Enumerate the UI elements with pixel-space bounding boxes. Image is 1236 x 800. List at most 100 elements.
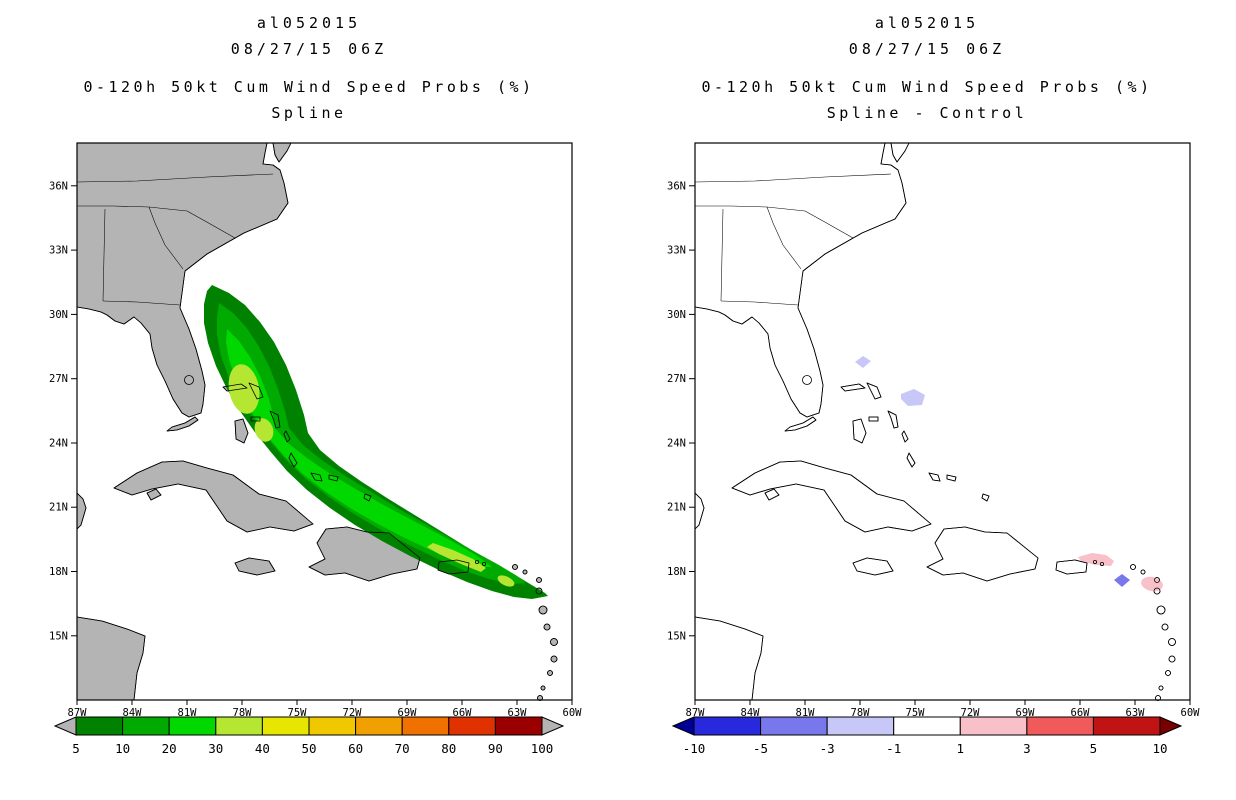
right-colorbar-area: -10 -5 -3 -1 1 3 5 10 <box>671 714 1183 758</box>
pos-1to3-patch-puerto-rico <box>1078 553 1114 566</box>
colorbar-label: -5 <box>753 741 768 756</box>
lon-tick-label: 84W <box>123 707 143 719</box>
colorbar-label: 80 <box>441 741 456 756</box>
map-frame <box>76 142 573 701</box>
coastline-layer <box>76 142 558 701</box>
lon-tick-label: 78W <box>851 707 871 719</box>
lat-tick-label: 27N <box>667 373 686 385</box>
colorbar-label: -3 <box>820 741 835 756</box>
lat-tick-label: 24N <box>667 438 686 450</box>
contour-30pct-puerto-rico-streak <box>427 543 486 572</box>
pos-1to3-patch-antigua <box>1141 576 1163 592</box>
colorbar-label: 10 <box>115 741 130 756</box>
lat-tick-label: 36N <box>49 180 68 192</box>
colorbar-label: 90 <box>488 741 503 756</box>
neg-1to3-patch-central-bahamas <box>901 389 925 406</box>
right-map-area: 87W 84W 81W 78W 75W 72W 69W 66W 63W 60W 36N 33N 30N 2… <box>649 137 1205 721</box>
colorbar-below-range-arrow <box>53 716 77 736</box>
lat-tick-label: 21N <box>667 502 686 514</box>
lat-tick-label: 21N <box>49 502 68 514</box>
lon-tick-label: 72W <box>343 707 363 719</box>
colorbar-box <box>215 716 263 736</box>
map-frame <box>694 142 1191 701</box>
neg-3to5-patch-leewards <box>1114 574 1130 587</box>
colorbar-label: 60 <box>348 741 363 756</box>
lon-tick-label: 60W <box>563 707 583 719</box>
lat-tick-label: 24N <box>49 438 68 450</box>
land-layer <box>76 142 558 701</box>
lat-tick-label: 33N <box>49 245 68 257</box>
colorbar-box <box>1026 716 1094 736</box>
colorbar-above-range-arrow <box>541 716 565 736</box>
lon-tick-label: 63W <box>508 707 528 719</box>
tick-label-layer: 87W 84W 81W 78W 75W 72W 69W 66W 63W 60W 36N 33N 30N 2… <box>49 180 582 719</box>
colorbar-box <box>122 716 170 736</box>
lon-tick-label: 87W <box>68 707 88 719</box>
lon-tick-label: 84W <box>741 707 761 719</box>
lon-tick-label: 69W <box>1016 707 1036 719</box>
run-datetime: 08/27/15 06Z <box>848 40 1006 58</box>
chart-title: 0-120h 50kt Cum Wind Speed Probs (%) <box>701 78 1153 96</box>
lat-tick-label: 36N <box>667 180 686 192</box>
colorbar-box <box>401 716 450 736</box>
colorbar-label: 3 <box>1023 741 1031 756</box>
colorbar-box <box>494 716 543 736</box>
chart-subtitle: Spline - Control <box>826 104 1028 122</box>
lat-tick-label: 30N <box>667 309 686 321</box>
colorbar-label: 40 <box>255 741 270 756</box>
colorbar-label: -10 <box>683 741 706 756</box>
lon-tick-label: 66W <box>1071 707 1091 719</box>
colorbar-label: 10 <box>1152 741 1167 756</box>
contour-30pct-bahamas <box>228 364 260 414</box>
lon-tick-label: 81W <box>796 707 816 719</box>
colorbar-label: 100 <box>531 741 554 756</box>
colorbar-box <box>760 716 828 736</box>
colorbar-box <box>1092 716 1161 736</box>
lon-tick-label: 63W <box>1126 707 1146 719</box>
difference-map: 87W 84W 81W 78W 75W 72W 69W 66W 63W 60W 36N 33N 30N 2… <box>667 142 1201 719</box>
lon-tick-label: 72W <box>961 707 981 719</box>
left-map-area: 87W 84W 81W 78W 75W 72W 69W 66W 63W 60W 36N 33N 30N 2… <box>31 137 587 721</box>
lon-tick-label: 81W <box>178 707 198 719</box>
colorbar-box <box>693 716 762 736</box>
neg-1to3-patch-nw-bahamas <box>855 356 871 368</box>
lake-okeechobee <box>184 375 194 385</box>
lat-tick-label: 18N <box>667 566 686 578</box>
contour-30pct-leewards <box>497 575 515 587</box>
colorbar-box <box>448 716 496 736</box>
colorbar-label: 5 <box>1090 741 1098 756</box>
contour-20pct <box>226 329 492 567</box>
lat-tick-label: 33N <box>667 245 686 257</box>
lake-okeechobee <box>802 375 812 385</box>
chart-subtitle: Spline <box>271 104 347 122</box>
colorbar-box <box>75 716 124 736</box>
colorbar-box <box>355 716 403 736</box>
probability-colorbar: 5 10 20 30 40 50 60 70 80 90 100 <box>53 716 565 756</box>
right-chart-panel: al052015 08/27/15 06Z 0-120h 50kt Cum Wi… <box>618 0 1236 800</box>
colorbar-label: 1 <box>957 741 965 756</box>
land-layer <box>694 142 1176 701</box>
colorbar-label: 70 <box>395 741 410 756</box>
lon-tick-label: 60W <box>1181 707 1201 719</box>
colorbar-above-range-arrow <box>1159 716 1183 736</box>
shaded-field-layer <box>204 285 548 599</box>
lon-tick-label: 75W <box>288 707 308 719</box>
lon-tick-label: 78W <box>233 707 253 719</box>
contour-30pct-bahamas-south <box>254 418 274 442</box>
colorbar-box <box>959 716 1028 736</box>
left-title-block: al052015 08/27/15 06Z 0-120h 50kt Cum Wi… <box>83 14 534 122</box>
difference-colorbar: -10 -5 -3 -1 1 3 5 10 <box>671 716 1183 756</box>
colorbar-box <box>893 716 961 736</box>
colorbar-label: 30 <box>208 741 223 756</box>
lat-tick-label: 18N <box>49 566 68 578</box>
colorbar-box <box>168 716 217 736</box>
shaded-field-layer <box>855 356 1163 592</box>
lat-tick-label: 30N <box>49 309 68 321</box>
tick-layer <box>71 185 573 705</box>
left-colorbar-area: 5 10 20 30 40 50 60 70 80 90 100 <box>53 714 565 758</box>
colorbar-label: -1 <box>886 741 901 756</box>
probability-map: 87W 84W 81W 78W 75W 72W 69W 66W 63W 60W 36N 33N 30N 2… <box>49 142 582 719</box>
tick-layer <box>689 185 1191 705</box>
colorbar-box <box>261 716 310 736</box>
